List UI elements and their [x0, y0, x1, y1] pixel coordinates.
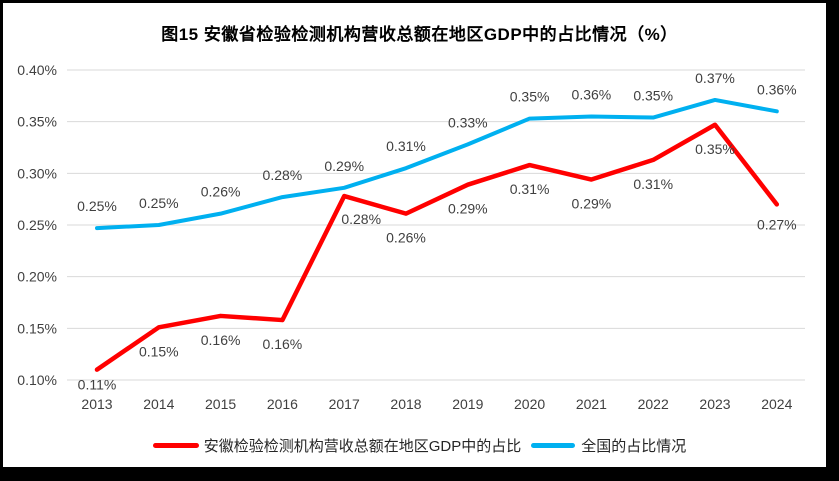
data-label: 0.11%: [78, 377, 117, 393]
data-label: 0.31%: [386, 138, 426, 154]
data-label: 0.25%: [139, 195, 179, 211]
data-label: 0.29%: [448, 201, 488, 217]
data-label: 0.33%: [448, 114, 488, 130]
data-label: 0.35%: [633, 88, 673, 104]
chart-title: 图15 安徽省检验检测机构营收总额在地区GDP中的占比情况（%）: [161, 25, 678, 44]
y-tick-label: 0.25%: [17, 217, 57, 233]
x-axis-label: 2019: [452, 396, 483, 412]
x-axis-label: 2023: [699, 396, 730, 412]
data-label: 0.29%: [324, 158, 364, 174]
x-axis-label: 2016: [267, 396, 298, 412]
data-label: 0.15%: [139, 343, 179, 359]
data-label: 0.31%: [633, 176, 673, 192]
legend-anhui-label: 安徽检验检测机构营收总额在地区GDP中的占比: [203, 438, 522, 455]
series-line-anhui: [94, 122, 780, 372]
data-label: 0.28%: [263, 167, 303, 183]
series-line-national: [95, 97, 779, 231]
data-label: 0.26%: [201, 184, 241, 200]
x-axis-label: 2013: [81, 396, 112, 412]
data-label: 0.29%: [572, 196, 612, 212]
data-label: 0.16%: [263, 336, 303, 352]
x-axis-label: 2024: [761, 396, 792, 412]
y-tick-label: 0.35%: [17, 114, 57, 130]
x-axis-label: 2020: [514, 396, 545, 412]
data-label: 0.31%: [510, 181, 550, 197]
data-label: 0.27%: [757, 216, 797, 232]
data-label: 0.26%: [386, 230, 426, 246]
data-label: 0.36%: [572, 87, 612, 103]
legend-anhui-line-swatch: [152, 443, 199, 448]
data-label: 0.16%: [201, 332, 241, 348]
data-label: 0.36%: [757, 81, 797, 97]
x-axis-label: 2018: [390, 396, 421, 412]
x-axis-label: 2015: [205, 396, 236, 412]
y-tick-label: 0.10%: [17, 372, 57, 388]
data-label: 0.28%: [341, 211, 381, 227]
x-axis-label: 2014: [143, 396, 174, 412]
legend-national-label: 全国的占比情况: [581, 438, 687, 455]
y-tick-label: 0.20%: [17, 269, 57, 285]
x-axis-label: 2021: [576, 396, 607, 412]
data-label: 0.25%: [77, 198, 117, 214]
chart-legend: 安徽检验检测机构营收总额在地区GDP中的占比 全国的占比情况: [0, 435, 839, 456]
y-tick-label: 0.40%: [17, 62, 57, 78]
data-label: 0.35%: [510, 89, 550, 105]
y-tick-label: 0.30%: [17, 165, 57, 181]
legend-national-line-swatch: [531, 443, 576, 448]
data-label: 0.37%: [695, 70, 735, 86]
x-axis-label: 2017: [329, 396, 360, 412]
y-tick-label: 0.15%: [17, 320, 57, 336]
data-label: 0.35%: [695, 141, 735, 157]
x-axis-label: 2022: [638, 396, 669, 412]
